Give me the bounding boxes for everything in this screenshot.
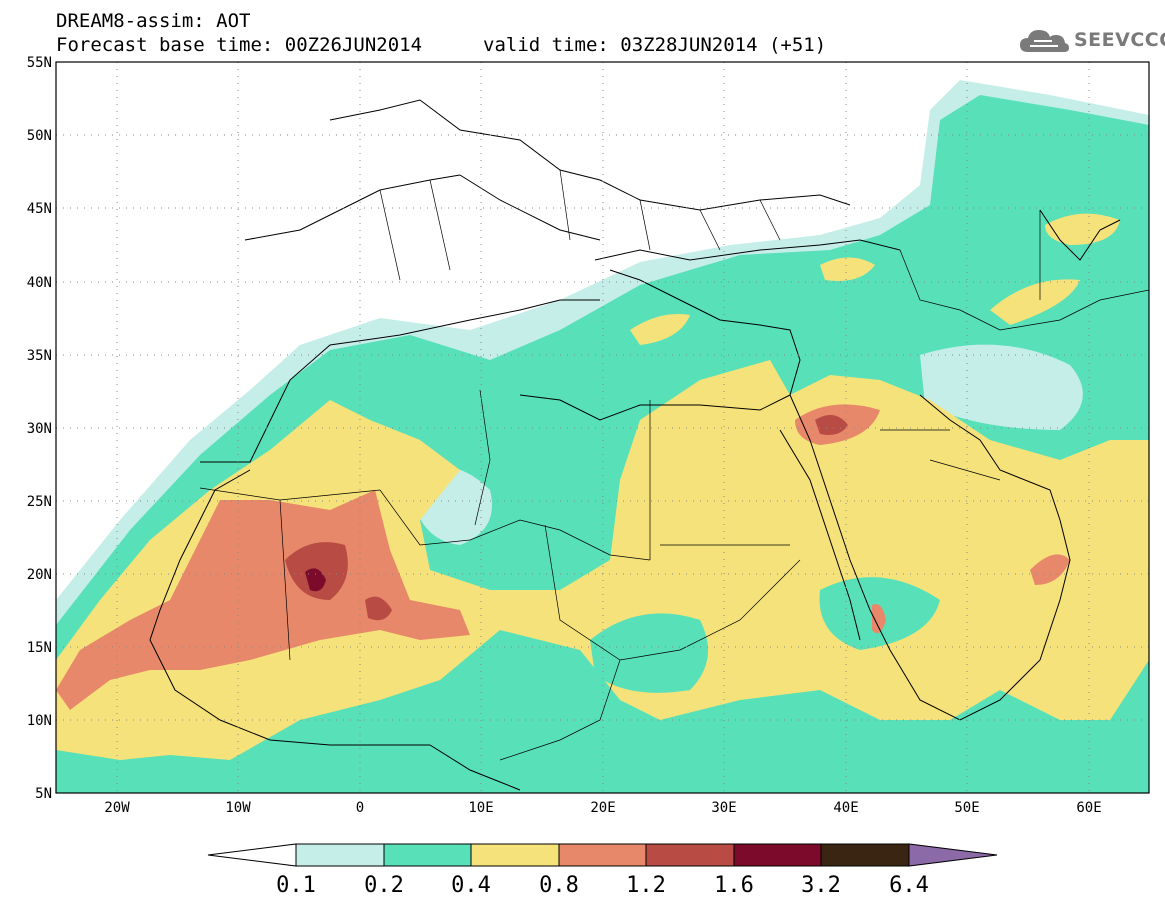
colorbar-label: 0.2: [364, 873, 404, 898]
map-title: DREAM8-assim: AOT: [56, 10, 251, 32]
cloud-icon: [1020, 30, 1069, 52]
lat-label: 50N: [27, 128, 52, 144]
aot-contour-0.4-north: [820, 257, 875, 281]
lat-label: 40N: [27, 275, 52, 291]
aot-contour-1.2: [815, 415, 848, 435]
colorbar-swatch: [645, 843, 735, 867]
colorbar-swatch: [470, 843, 560, 867]
lat-label: 20N: [27, 567, 52, 583]
lat-label: 25N: [27, 494, 52, 510]
map-frame: [55, 61, 1150, 794]
aot-contour-0.4: [56, 360, 1149, 760]
colorbar-label: 0.1: [276, 873, 316, 898]
lat-label: 5N: [35, 786, 52, 802]
valid-time: valid time: 03Z28JUN2014 (+51): [483, 34, 827, 56]
colorbar-label: 6.4: [889, 873, 929, 898]
aot-contour-1.6: [305, 568, 326, 592]
lat-label: 30N: [27, 421, 52, 437]
lon-label: 30E: [711, 800, 736, 816]
seevccc-logo: SEEVCCC: [1018, 26, 1165, 58]
aot-contour-1.2: [365, 596, 392, 621]
lat-label: 45N: [27, 201, 52, 217]
lon-label: 0: [356, 800, 364, 816]
colorbar-swatch: [295, 843, 385, 867]
aot-contour-0.4-north: [990, 279, 1080, 325]
latitude-labels: 55N 50N 45N 40N 35N 30N 25N 20N 15N 10N …: [27, 55, 52, 802]
coastlines: [149, 99, 1121, 791]
aot-mid-patch: [590, 613, 708, 693]
logo-text: SEEVCCC: [1074, 29, 1165, 51]
lat-label: 10N: [27, 713, 52, 729]
colorbar-swatch: [558, 843, 647, 867]
aot-contour-0.8-east: [872, 604, 886, 634]
colorbar-swatch: [820, 843, 910, 867]
longitude-labels: 20W 10W 0 10E 20E 30E 40E 50E 60E: [104, 800, 1101, 816]
colorbar: [207, 843, 998, 867]
lat-label: 15N: [27, 640, 52, 656]
graticule: [56, 62, 1149, 793]
colorbar-label: 1.6: [714, 873, 754, 898]
colorbar-label: 1.2: [626, 873, 666, 898]
colorbar-swatch: [383, 843, 472, 867]
colorbar-labels: 0.1 0.2 0.4 0.8 1.2 1.6 3.2 6.4: [276, 873, 929, 898]
lon-label: 20W: [104, 800, 130, 816]
lon-label: 10W: [225, 800, 251, 816]
colorbar-label: 0.8: [539, 873, 579, 898]
lat-label: 55N: [27, 55, 52, 71]
lon-label: 10E: [468, 800, 493, 816]
country-borders: [199, 169, 1149, 761]
aot-contour-0.4-aegean: [630, 314, 690, 345]
lon-label: 60E: [1076, 800, 1101, 816]
lon-label: 50E: [954, 800, 979, 816]
lon-label: 40E: [833, 800, 858, 816]
colorbar-label: 0.4: [451, 873, 491, 898]
colorbar-over-triangle: [908, 843, 998, 867]
colorbar-under-triangle: [207, 843, 297, 867]
aot-low-patch: [920, 344, 1083, 430]
lon-label: 20E: [590, 800, 615, 816]
colorbar-label: 3.2: [801, 873, 841, 898]
aot-contour-0.4-north: [1045, 213, 1120, 245]
aot-contour-0.8-east: [1030, 554, 1070, 585]
colorbar-swatch: [733, 843, 822, 867]
aot-contour-0.8: [56, 490, 470, 710]
lat-label: 35N: [27, 348, 52, 364]
forecast-base-time: Forecast base time: 00Z26JUN2014: [56, 34, 423, 56]
